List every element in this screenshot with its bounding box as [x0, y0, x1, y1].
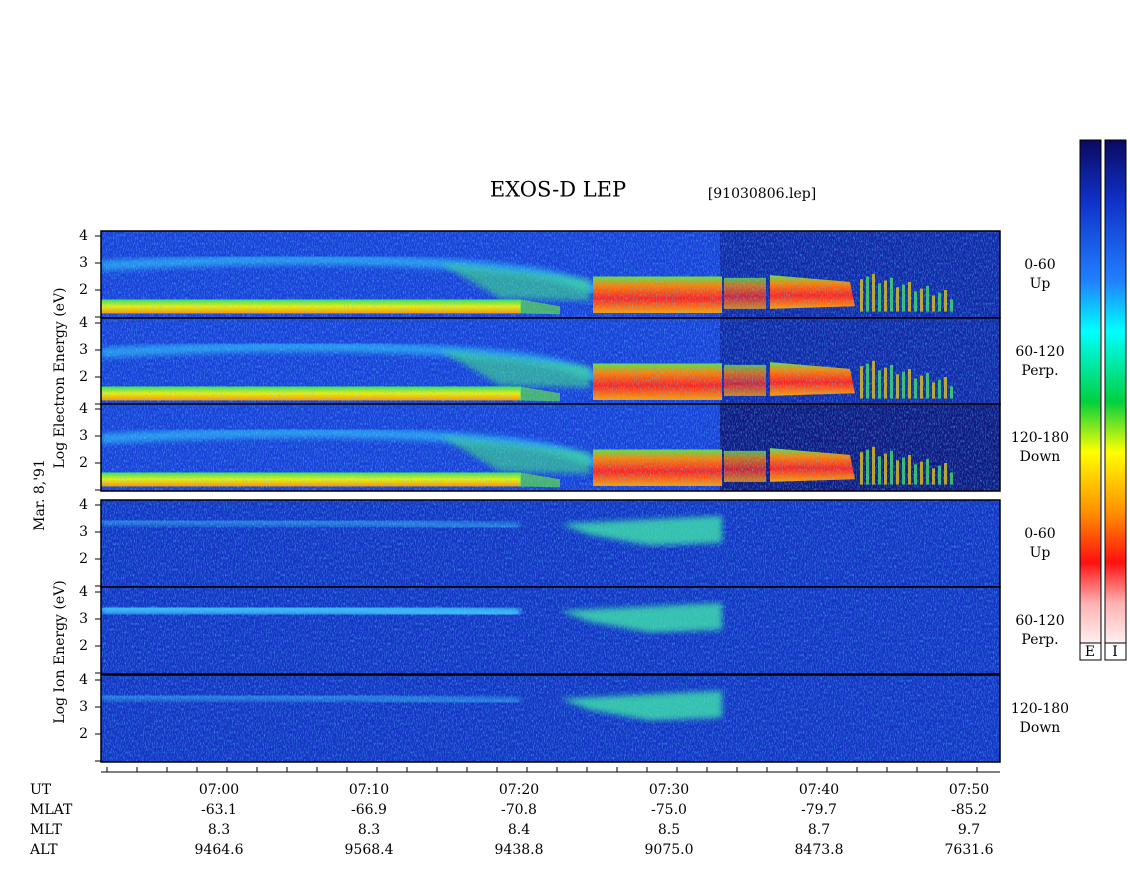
panel-frame: [100, 586, 1001, 675]
y-tick-label: 3: [79, 611, 88, 627]
spectrogram-image: [101, 231, 1000, 318]
row-value: 8.7: [808, 822, 830, 838]
colorbar-box: [1079, 642, 1102, 661]
y-tick-label: 2: [79, 455, 88, 471]
panel-label: Down: [1020, 720, 1061, 736]
row-name: MLT: [30, 822, 62, 838]
y-tick-label: 2: [79, 551, 88, 567]
row-value: -63.1: [201, 802, 237, 818]
panel-label: 120-180: [1011, 430, 1069, 446]
y-tick-label: 4: [79, 672, 88, 688]
panel-label: 120-180: [1011, 701, 1069, 717]
panel-frame: [100, 674, 1001, 763]
panel-frame: [100, 403, 1001, 492]
noise: [101, 231, 1000, 318]
panel-label: 0-60: [1024, 526, 1055, 542]
y-tick-label: 2: [79, 726, 88, 742]
row-value: -66.9: [351, 802, 387, 818]
spectrogram: [101, 500, 1000, 587]
y-tick-label: 2: [79, 638, 88, 654]
panel-label: Up: [1030, 545, 1051, 561]
row-value: 07:30: [649, 782, 689, 798]
row-value: 9075.0: [645, 842, 694, 858]
y-tick-label: 3: [79, 255, 88, 271]
row-name: UT: [30, 782, 52, 798]
row-value: 7631.6: [945, 842, 994, 858]
row-value: 8.4: [508, 822, 530, 838]
row-value: 8.5: [658, 822, 680, 838]
row-value: 9.7: [958, 822, 980, 838]
row-value: 07:40: [799, 782, 839, 798]
electron-axis-label: Log Electron Energy (eV): [52, 287, 68, 468]
row-value: 9438.8: [495, 842, 544, 858]
y-tick-label: 2: [79, 369, 88, 385]
panel-label: Down: [1020, 449, 1061, 465]
y-tick-label: 4: [79, 401, 88, 417]
spectrogram: [101, 404, 1000, 491]
spectrogram-image: [101, 404, 1000, 491]
spectrogram-image: [101, 587, 1000, 674]
panel-label: Perp.: [1021, 632, 1058, 648]
row-value: 07:10: [349, 782, 389, 798]
y-tick-label: 4: [79, 315, 88, 331]
row-name: MLAT: [30, 802, 73, 818]
row-value: -85.2: [951, 802, 987, 818]
colorbar: [1079, 139, 1102, 644]
y-tick-label: 3: [79, 342, 88, 358]
row-value: 07:50: [949, 782, 989, 798]
row-value: -70.8: [501, 802, 537, 818]
spectrogram: [101, 318, 1000, 405]
panel-label: Perp.: [1021, 363, 1058, 379]
row-value: 07:20: [499, 782, 539, 798]
spectrogram: [101, 231, 1000, 318]
spectrogram-image: [101, 500, 1000, 587]
y-tick-label: 3: [79, 428, 88, 444]
row-value: 8473.8: [795, 842, 844, 858]
title: EXOS-D LEP: [490, 178, 626, 202]
panel-label: 60-120: [1015, 613, 1064, 629]
spectrogram-image: [101, 675, 1000, 762]
y-tick-label: 2: [79, 282, 88, 298]
panel-label: Up: [1030, 276, 1051, 292]
row-value: -75.0: [651, 802, 687, 818]
noise: [101, 318, 1000, 405]
colorbar-label: E: [1085, 644, 1095, 660]
panel-label: 0-60: [1024, 257, 1055, 273]
row-value: 9464.6: [195, 842, 244, 858]
row-value: 8.3: [208, 822, 230, 838]
ion-axis-label: Log Ion Energy (eV): [52, 580, 68, 723]
noise: [101, 500, 1000, 587]
noise: [101, 404, 1000, 491]
row-value: 9568.4: [345, 842, 394, 858]
y-tick-label: 4: [79, 497, 88, 513]
y-tick-label: 3: [79, 699, 88, 715]
colorbar-box: [1104, 642, 1127, 661]
y-tick-label: 4: [79, 584, 88, 600]
y-tick-label: 3: [79, 524, 88, 540]
row-value: 8.3: [358, 822, 380, 838]
colorbar-label: I: [1112, 644, 1118, 660]
noise: [101, 675, 1000, 762]
file-name: [91030806.lep]: [708, 186, 816, 202]
row-name: ALT: [29, 842, 58, 858]
spectrogram-image: [101, 318, 1000, 405]
spectrogram: [101, 587, 1000, 674]
row-value: -79.7: [801, 802, 837, 818]
row-value: 07:00: [199, 782, 239, 798]
spectrogram: [101, 675, 1000, 762]
date-label: Mar. 8,'91: [32, 459, 48, 531]
panel-label: 60-120: [1015, 344, 1064, 360]
y-tick-label: 4: [79, 228, 88, 244]
colorbar: [1104, 139, 1127, 644]
noise: [101, 587, 1000, 674]
